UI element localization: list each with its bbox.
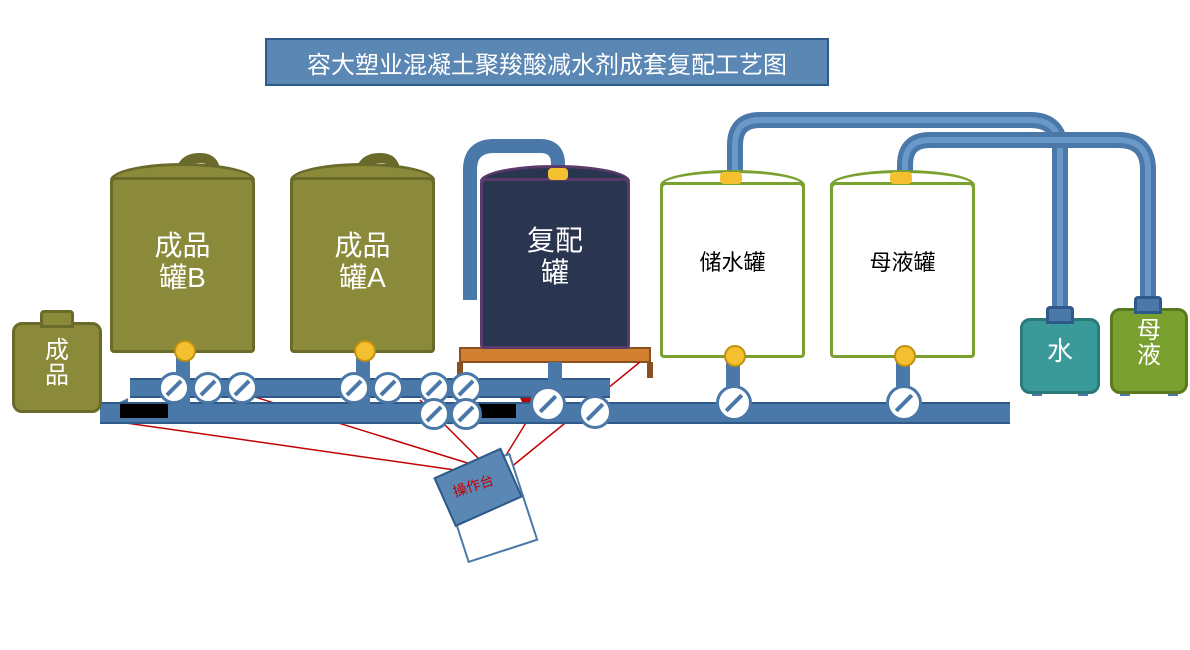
ball-valve-mother (894, 345, 916, 367)
valve-11 (578, 395, 612, 429)
valve-5 (372, 372, 404, 404)
small-tank-finished-cap (40, 310, 74, 328)
valve-water (716, 385, 752, 421)
valve-4 (338, 372, 370, 404)
cap-mother (890, 172, 912, 184)
small-tank-water-label: 水 (1020, 338, 1100, 365)
tank-mother: 母液罐 (830, 180, 975, 355)
small-tank-finished-label: 成 品 (12, 338, 102, 388)
tank-water: 储水罐 (660, 180, 805, 355)
valve-2 (192, 372, 224, 404)
tank-product-a: 成品 罐A (290, 175, 435, 350)
diagram-title: 容大塑业混凝土聚羧酸减水剂成套复配工艺图 (265, 38, 829, 86)
controller-box: 操作台 (440, 453, 539, 563)
tank-product-b-label: 成品 罐B (110, 230, 255, 294)
small-tank-water-cap (1046, 306, 1074, 324)
tank-mixing: 复配 罐 (480, 175, 630, 345)
tank-product-a-label: 成品 罐A (290, 230, 435, 294)
tank-product-b: 成品 罐B (110, 175, 255, 350)
tank-water-label: 储水罐 (660, 250, 805, 275)
tank-mixing-label: 复配 罐 (480, 225, 630, 289)
valve-10 (530, 386, 566, 422)
cap-water (720, 172, 742, 184)
diagram-stage: { "title": { "text": "容大塑业混凝土聚羧酸减水剂成套复配工… (0, 0, 1190, 650)
valve-mother (886, 385, 922, 421)
title-text: 容大塑业混凝土聚羧酸减水剂成套复配工艺图 (307, 45, 787, 80)
ball-valve-b (174, 340, 196, 362)
ball-valve-water (724, 345, 746, 367)
valve-1 (158, 372, 190, 404)
valve-3 (226, 372, 258, 404)
cap-mix (548, 168, 568, 180)
pump-1 (120, 404, 168, 418)
valve-9 (450, 398, 482, 430)
valve-8 (418, 398, 450, 430)
small-tank-mother-cap (1134, 296, 1162, 314)
small-tank-mother-label: 母 液 (1110, 318, 1188, 368)
tank-mother-label: 母液罐 (830, 250, 975, 275)
ball-valve-a (354, 340, 376, 362)
